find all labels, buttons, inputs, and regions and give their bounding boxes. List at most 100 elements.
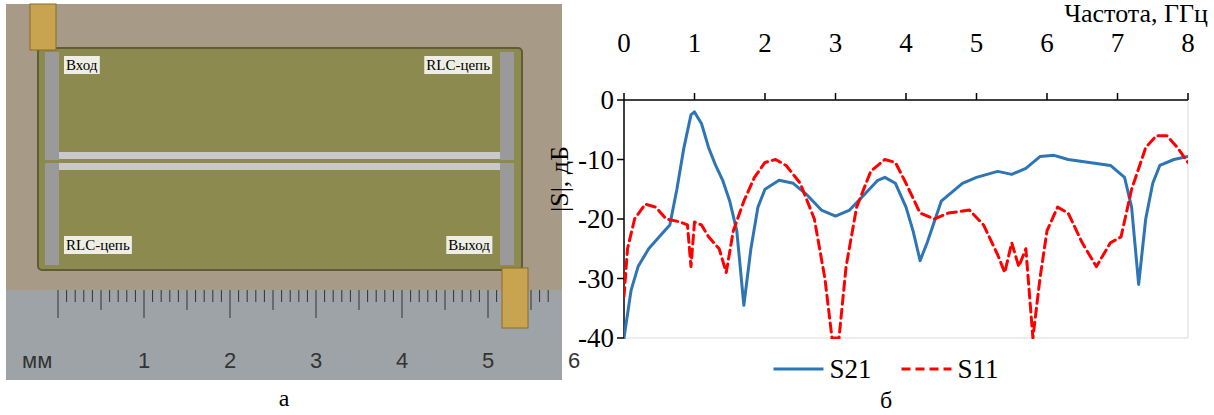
ruler-tick <box>462 290 463 302</box>
ruler-tick <box>376 290 377 302</box>
y-tick <box>617 99 624 101</box>
y-tick-label: -20 <box>578 204 614 234</box>
ruler-tick <box>384 290 385 302</box>
ruler-tick <box>187 290 188 310</box>
y-tick-label: -10 <box>578 145 614 175</box>
pcb-board <box>38 48 522 270</box>
ruler-tick <box>212 290 213 302</box>
ruler-label: мм <box>22 348 52 373</box>
x-tick-label: 8 <box>1181 28 1195 58</box>
ruler-tick <box>109 290 110 302</box>
ruler-tick <box>66 290 67 302</box>
ruler-tick <box>307 290 308 302</box>
photo-label: Вход <box>66 57 98 73</box>
label-patch <box>446 236 492 254</box>
trace <box>500 52 514 160</box>
ruler-tick <box>290 290 291 302</box>
y-axis-title: |S|, дБ <box>545 146 574 212</box>
plot-frame <box>1188 100 1189 338</box>
series-group <box>624 112 1188 338</box>
x-tick-label: 0 <box>617 28 631 58</box>
y-tick-label: 0 <box>601 85 615 115</box>
ruler-tick <box>255 290 256 302</box>
ruler-tick <box>178 290 179 302</box>
x-tick-label: 2 <box>758 28 772 58</box>
ruler-tick <box>75 290 76 302</box>
ruler-tick <box>281 290 282 302</box>
plot-frame <box>624 338 1188 339</box>
ruler-tick <box>350 290 351 302</box>
ruler-tick <box>101 290 102 310</box>
ruler-tick <box>445 290 446 310</box>
ruler-tick <box>548 290 549 302</box>
legend-swatch <box>773 368 823 371</box>
x-tick-label: 4 <box>899 28 913 58</box>
x-tick <box>1187 93 1189 100</box>
x-axis-title: Частота, ГГц <box>1064 0 1208 28</box>
trace <box>45 52 59 160</box>
series-line <box>624 112 1188 338</box>
ruler-tick <box>273 290 274 310</box>
legend-label: S21 <box>829 354 871 384</box>
y-tick-label: -30 <box>578 264 614 294</box>
ruler-tick <box>539 290 540 302</box>
y-tick <box>617 278 624 280</box>
x-tick <box>764 93 766 100</box>
label-patch <box>64 236 132 254</box>
ruler-tick <box>393 290 394 302</box>
ruler-tick <box>402 290 403 318</box>
ruler-tick <box>427 290 428 302</box>
ruler-tick <box>419 290 420 302</box>
ruler-tick <box>453 290 454 302</box>
legend-label: S11 <box>958 354 999 384</box>
ruler-tick <box>152 290 153 302</box>
x-tick-label: 5 <box>970 28 984 58</box>
y-tick <box>617 218 624 220</box>
ruler-tick <box>204 290 205 302</box>
coupled-line <box>58 163 502 170</box>
ruler-tick <box>359 290 360 310</box>
photo-label: RLC-цепь <box>66 237 130 253</box>
figure: мм123456ВходRLC-цепьRLC-цепьВыхода012345… <box>0 0 1214 415</box>
ruler-tick <box>221 290 222 302</box>
y-tick <box>617 337 624 339</box>
trace <box>45 163 59 265</box>
ruler-tick <box>83 290 84 302</box>
connector <box>30 4 56 50</box>
y-tick-label: -40 <box>578 323 614 353</box>
x-tick <box>976 93 978 100</box>
ruler-tick <box>144 290 145 318</box>
photo-label: RLC-цепь <box>426 57 490 73</box>
trace <box>500 163 514 265</box>
legend: S21 S11 <box>773 354 998 384</box>
label-patch <box>424 56 492 74</box>
ruler-label: 4 <box>396 348 408 373</box>
ruler-tick <box>341 290 342 302</box>
coupled-line <box>58 152 502 159</box>
x-tick-label: 6 <box>1040 28 1054 58</box>
ruler-tick <box>118 290 119 302</box>
series-line <box>624 136 1188 338</box>
ruler-tick <box>479 290 480 302</box>
photo: мм123456ВходRLC-цепьRLC-цепьВыход <box>6 4 580 380</box>
ruler-tick <box>195 290 196 302</box>
panel-label: а <box>279 385 290 411</box>
legend-swatch <box>902 368 952 371</box>
y-tick <box>617 159 624 161</box>
ruler-tick <box>496 290 497 302</box>
x-tick <box>623 93 625 100</box>
x-tick <box>1117 93 1119 100</box>
ruler-tick <box>161 290 162 302</box>
ruler-tick <box>436 290 437 302</box>
ruler-tick <box>238 290 239 302</box>
chart: 012345678Частота, ГГц0-10-20-30-40|S|, д… <box>545 0 1208 384</box>
x-tick <box>905 93 907 100</box>
ruler-tick <box>367 290 368 302</box>
x-tick <box>835 93 837 100</box>
ruler-label: 1 <box>138 348 150 373</box>
ruler-tick <box>247 290 248 302</box>
ruler-tick <box>470 290 471 302</box>
connector <box>502 268 528 328</box>
ruler-tick <box>169 290 170 302</box>
ruler <box>6 290 562 380</box>
